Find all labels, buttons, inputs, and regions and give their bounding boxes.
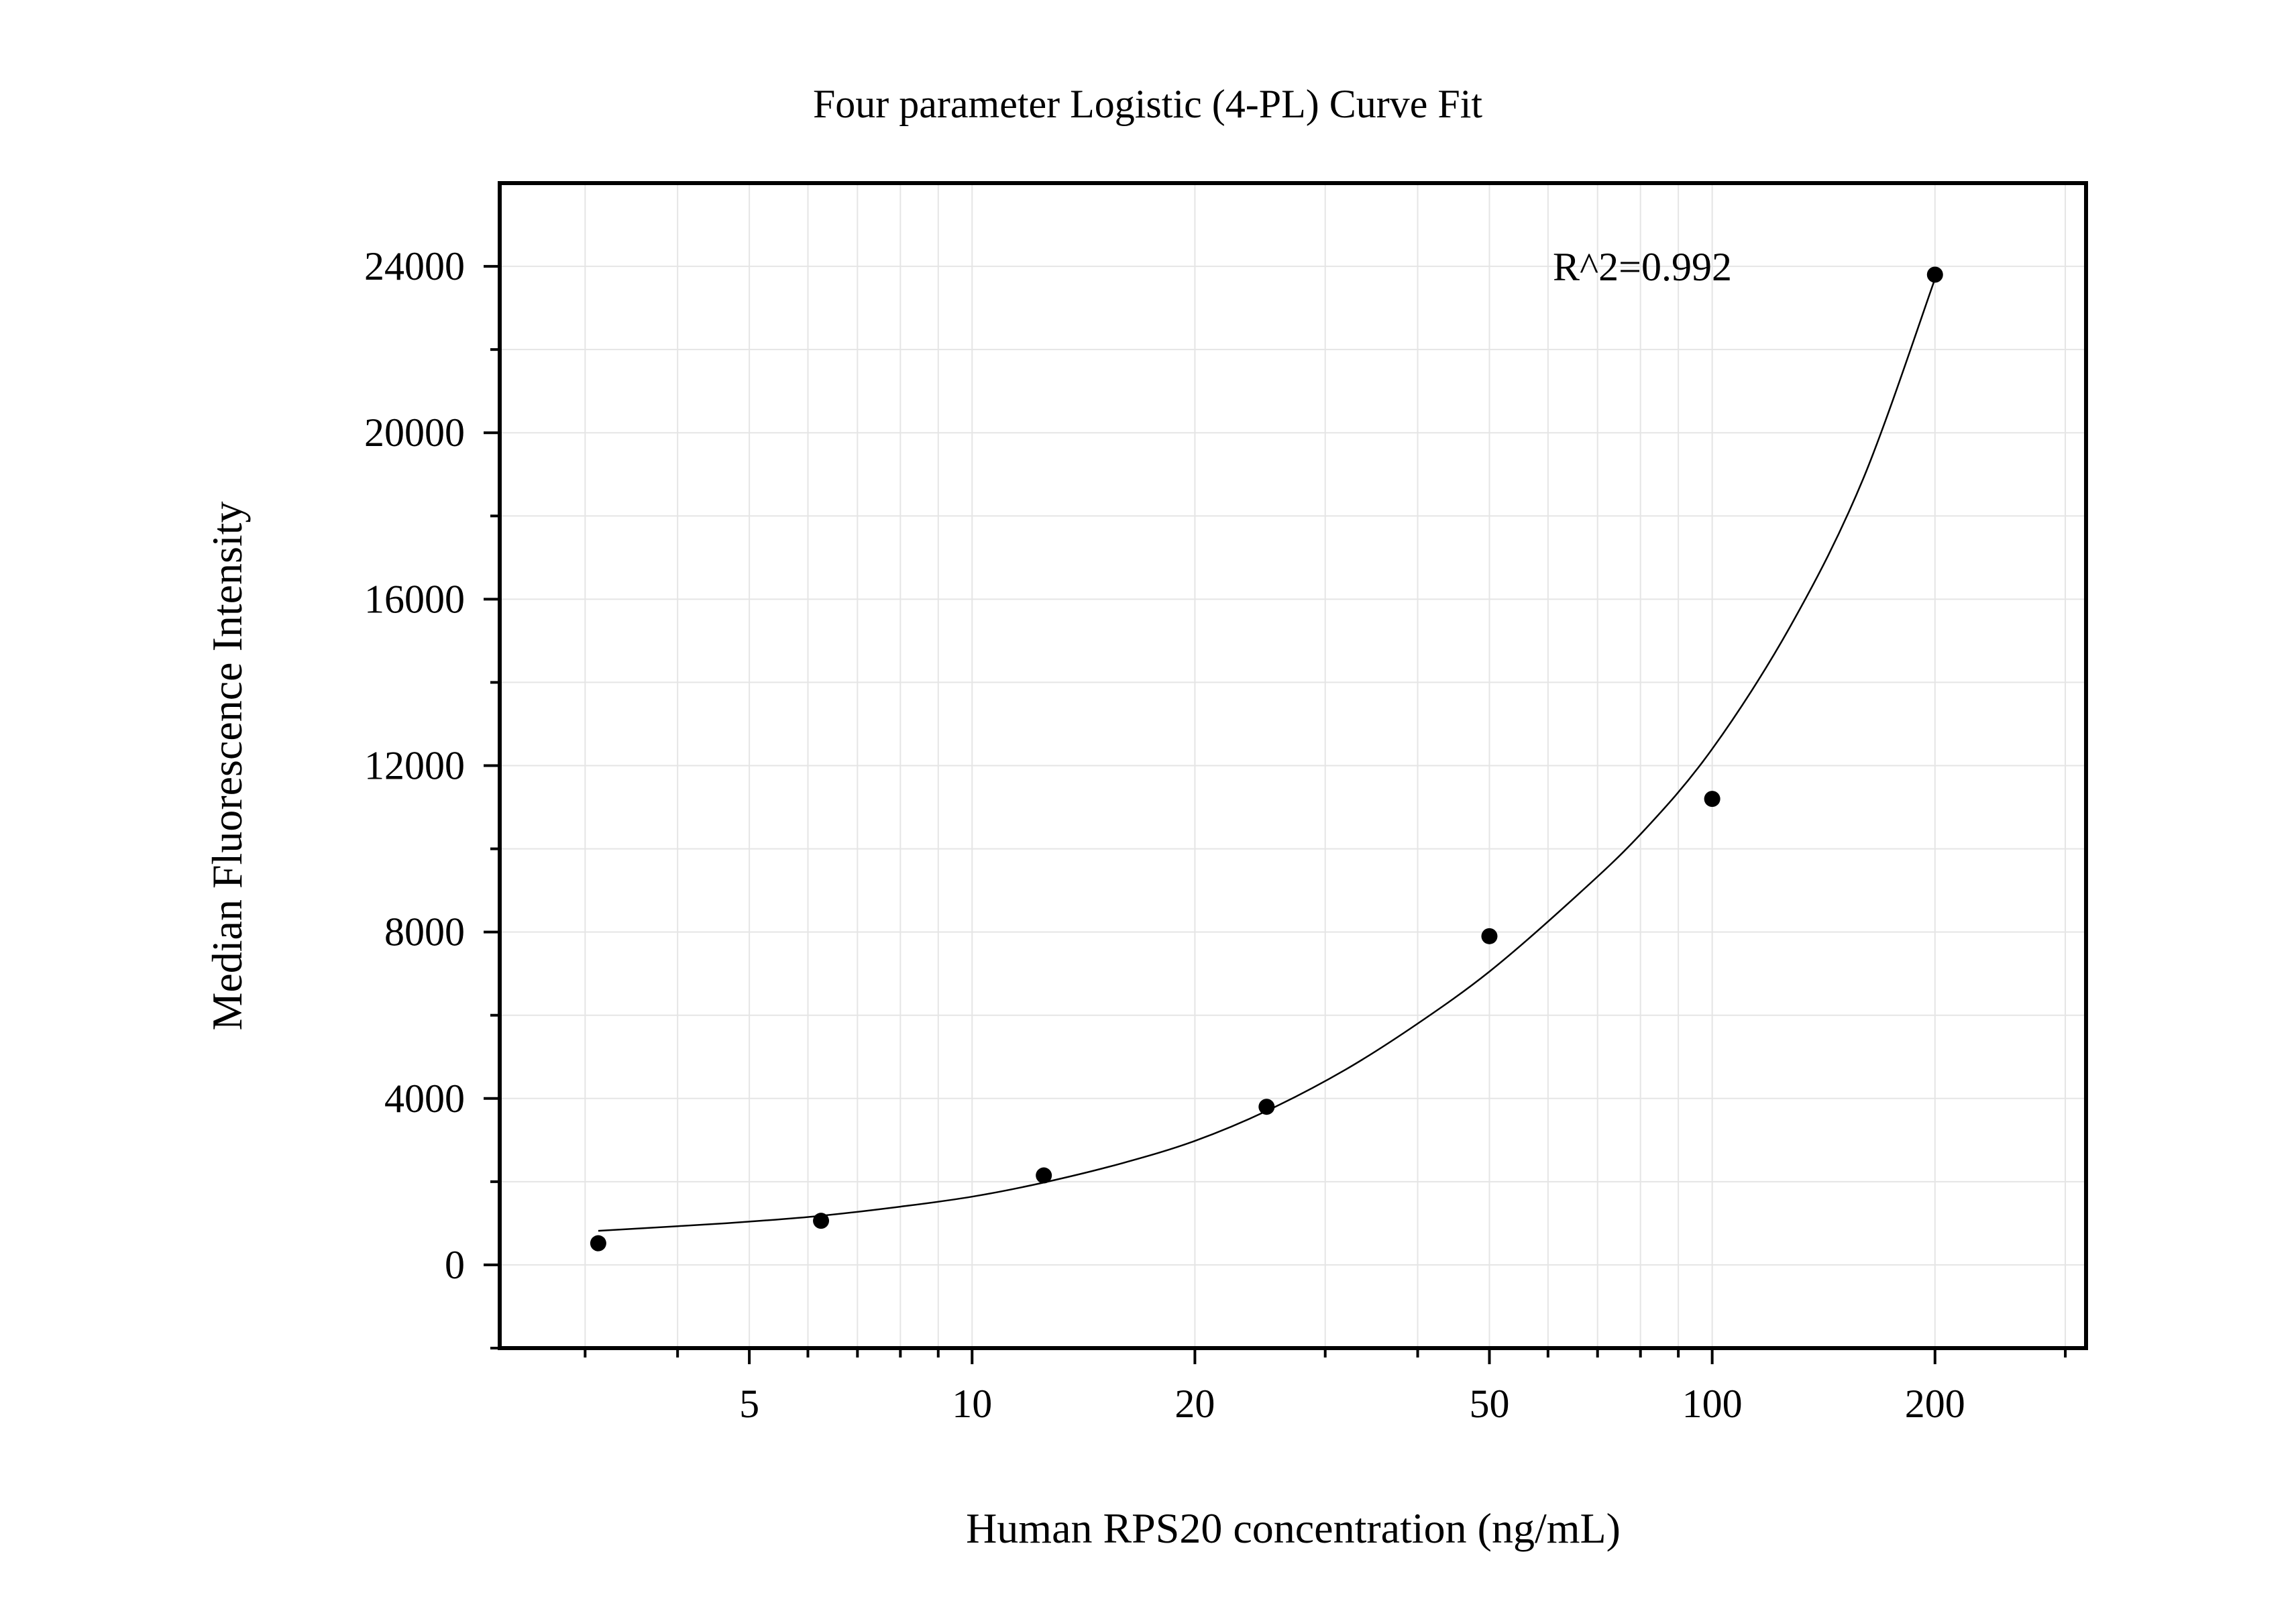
x-axis-label: Human RPS20 concentration (ng/mL) [966, 1504, 1621, 1552]
data-point [1704, 791, 1720, 808]
x-tick-label: 200 [1905, 1382, 1965, 1426]
data-point [1036, 1167, 1052, 1184]
y-tick-label: 16000 [364, 577, 465, 621]
y-tick-label: 8000 [384, 910, 465, 954]
x-tick-label: 50 [1469, 1382, 1509, 1426]
y-tick-label: 12000 [364, 744, 465, 788]
data-point [590, 1235, 606, 1252]
fit-curve [598, 278, 1936, 1232]
chart-title: Four parameter Logistic (4-PL) Curve Fit [813, 82, 1482, 126]
x-tick-label: 100 [1682, 1382, 1743, 1426]
y-tick-label: 0 [445, 1243, 465, 1287]
data-point [1258, 1099, 1275, 1115]
y-tick-label: 24000 [364, 244, 465, 288]
x-tick-label: 5 [739, 1382, 759, 1426]
r-squared-annotation: R^2=0.992 [1553, 245, 1732, 289]
x-tick-label: 20 [1174, 1382, 1215, 1426]
data-point [1481, 928, 1498, 944]
data-point [813, 1213, 830, 1229]
y-tick-label: 20000 [364, 410, 465, 455]
x-tick-label: 10 [952, 1382, 992, 1426]
plot-frame [498, 181, 2088, 1350]
data-point [1926, 266, 1943, 283]
y-tick-label: 4000 [384, 1076, 465, 1121]
y-axis-label: Median Fluorescence Intensity [203, 501, 251, 1030]
